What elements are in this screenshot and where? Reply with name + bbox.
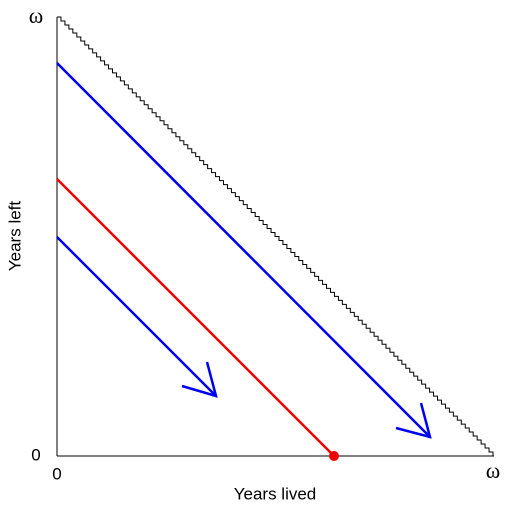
arrowhead: [181, 361, 218, 398]
y-axis-label: Years left: [5, 201, 24, 272]
x-axis-label: Years lived: [234, 484, 317, 503]
y-tick-label: 0: [31, 445, 40, 464]
red-dot: [329, 451, 339, 461]
red-line: [56, 178, 335, 457]
y-tick-label: ω: [29, 3, 43, 28]
x-tick-label: ω: [486, 458, 500, 483]
arrowhead: [395, 402, 432, 439]
cohort-line: [56, 62, 431, 438]
x-tick-label: 0: [52, 464, 61, 483]
cohort-line: [56, 236, 217, 397]
staircase-diagonal: [57, 16, 494, 456]
